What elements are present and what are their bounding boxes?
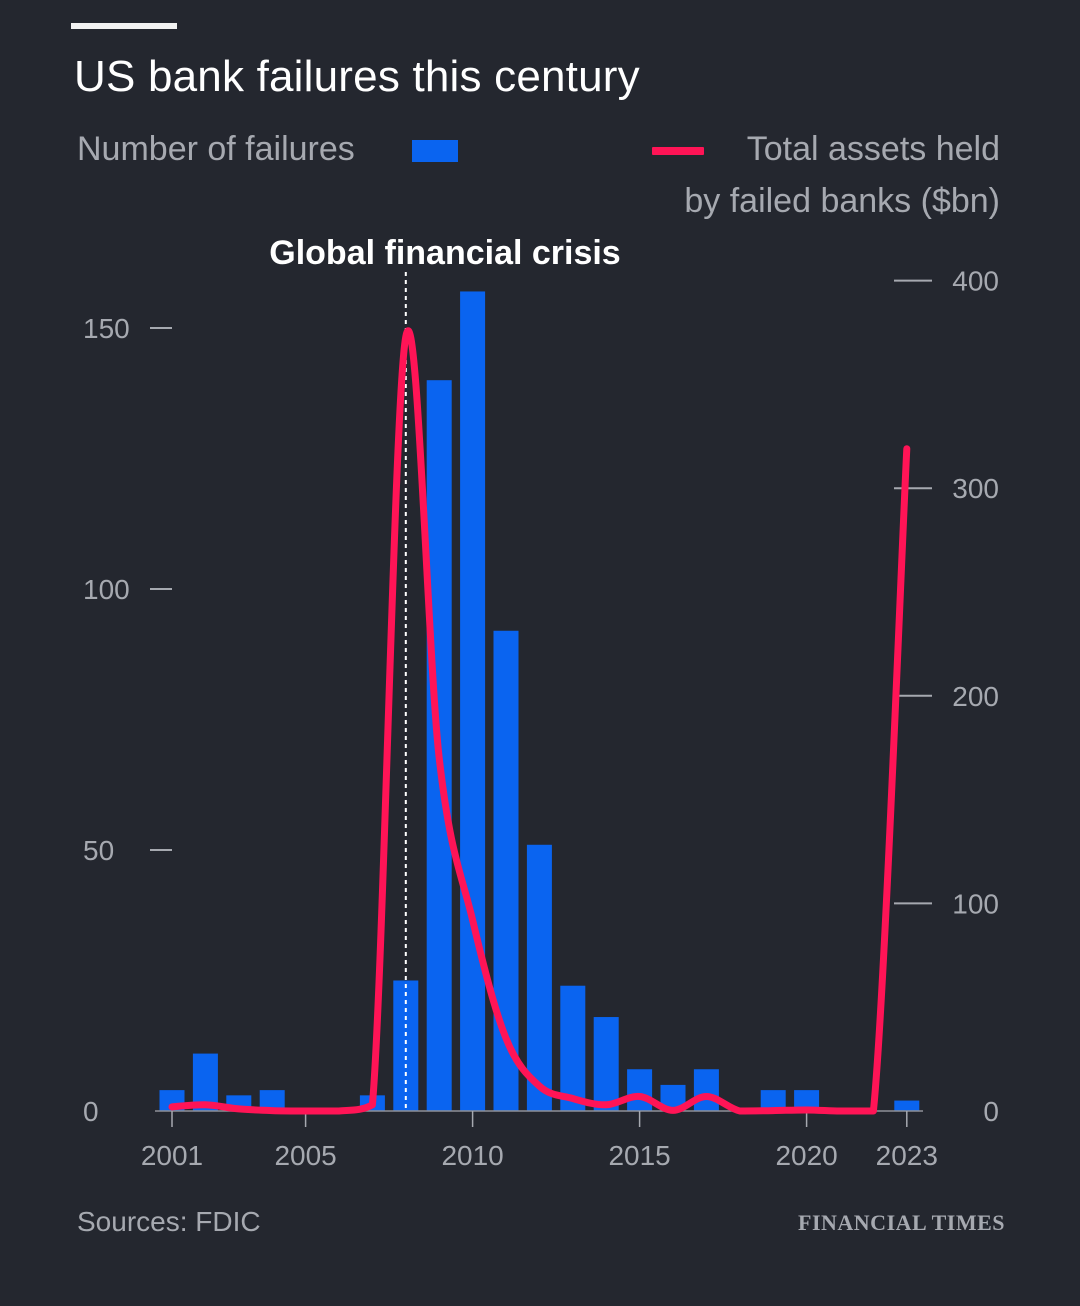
chart-title: US bank failures this century — [74, 52, 640, 101]
bar-2019 — [760, 1090, 786, 1111]
bar-2014 — [593, 1017, 619, 1111]
y-right-label-100: 100 — [952, 888, 999, 919]
legend-bars-label: Number of failures — [77, 130, 355, 168]
y-left-label-100: 100 — [83, 574, 130, 605]
bar-2020 — [794, 1090, 820, 1111]
bars-layer — [159, 291, 920, 1112]
legend-line-label-2: by failed banks ($bn) — [684, 182, 1000, 220]
y-left-label-50: 50 — [83, 835, 114, 866]
x-label-2015: 2015 — [608, 1140, 670, 1171]
gfc-annotation-label: Global financial crisis — [269, 234, 620, 272]
bar-2010 — [460, 291, 486, 1112]
y-left-label-0: 0 — [83, 1096, 99, 1127]
axis-layer: 0 50 100 150 0 100 200 300 400 2001 2005 2010 2015 20… — [83, 266, 999, 1171]
brand-logo: FINANCIAL TIMES — [798, 1210, 1005, 1235]
annotation-layer: Global financial crisis — [269, 234, 621, 1111]
assets-line — [168, 327, 911, 1115]
y-left-label-150: 150 — [83, 313, 130, 344]
bar-2004 — [259, 1090, 285, 1111]
y-right-label-300: 300 — [952, 473, 999, 504]
x-label-2023: 2023 — [876, 1140, 938, 1171]
x-label-2010: 2010 — [441, 1140, 503, 1171]
source-note: Sources: FDIC — [77, 1206, 261, 1237]
y-right-label-400: 400 — [952, 266, 999, 297]
y-right-label-0: 0 — [983, 1096, 999, 1127]
bar-2013 — [560, 985, 586, 1111]
bar-2023 — [894, 1100, 920, 1111]
x-label-2005: 2005 — [274, 1140, 336, 1171]
bar-2017 — [693, 1069, 719, 1111]
bar-2012 — [526, 844, 552, 1111]
y-right-label-200: 200 — [952, 681, 999, 712]
x-label-2001: 2001 — [141, 1140, 203, 1171]
legend-line-swatch — [652, 147, 704, 155]
bar-2015 — [627, 1069, 653, 1111]
legend-line-label-1: Total assets held — [746, 130, 1000, 168]
line-layer — [168, 327, 911, 1115]
title-accent-bar — [71, 23, 177, 29]
x-label-2020: 2020 — [775, 1140, 837, 1171]
legend-bars-swatch — [412, 140, 458, 162]
